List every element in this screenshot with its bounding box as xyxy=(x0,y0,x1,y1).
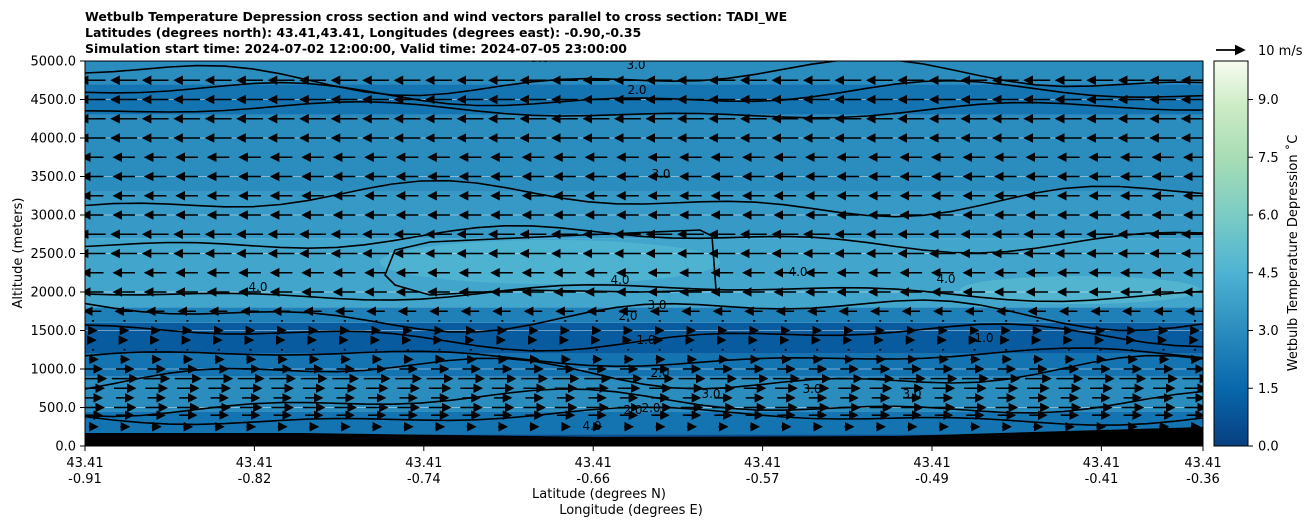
y-tick-label: 1500.0 xyxy=(31,324,77,339)
contour-label: 2.0 xyxy=(618,309,637,323)
wind-key: 10 m/s xyxy=(1216,44,1303,59)
contour-label: 4.0 xyxy=(610,273,629,287)
contour-label: 1.0 xyxy=(636,333,655,347)
y-tick-label: 500.0 xyxy=(39,401,76,416)
x-tick-label-lon: -0.57 xyxy=(746,472,780,487)
x-tick-label-lat: 43.41 xyxy=(405,456,442,471)
x-tick-label-lat: 43.41 xyxy=(913,456,950,471)
x-axis-label-lon: Longitude (degrees E) xyxy=(559,503,703,518)
fill-layer-8 xyxy=(85,114,1203,192)
contour-line-5 xyxy=(85,299,1203,333)
colorbar-gradient xyxy=(1213,60,1249,447)
x-tick-label-lon: -0.74 xyxy=(407,472,441,487)
contour-line-11 xyxy=(85,61,1203,97)
x-tick-label-lat: 43.41 xyxy=(66,456,103,471)
terrain-profile xyxy=(85,427,1203,446)
title-line-2: Latitudes (degrees north): 43.41,43.41, … xyxy=(85,25,642,40)
y-tick-label: 0.0 xyxy=(55,440,76,455)
contour-label: 3.0 xyxy=(626,58,645,72)
contour-line-1 xyxy=(85,388,1203,418)
contour-label: 3.0 xyxy=(647,298,666,312)
x-tick-label-lat: 43.41 xyxy=(744,456,781,471)
x-tick-label-lon: -0.49 xyxy=(915,472,949,487)
contour-label: 1.0 xyxy=(974,331,993,345)
colorbar-tick-label: 3.0 xyxy=(1258,324,1279,339)
y-tick-label: 1000.0 xyxy=(31,363,77,378)
x-tick-label-lat: 43.41 xyxy=(1083,456,1120,471)
colorbar-tick-label: 1.5 xyxy=(1258,382,1279,397)
x-tick-label-lon: -0.91 xyxy=(68,472,102,487)
contour-label: 3.0 xyxy=(530,51,549,65)
contour-label: 4.0 xyxy=(936,272,955,286)
x-tick-label-lon: -0.82 xyxy=(238,472,272,487)
contour-label: 3.0 xyxy=(802,382,821,396)
title-line-3: Simulation start time: 2024-07-02 12:00:… xyxy=(85,41,627,56)
x-tick-label-lat: 43.41 xyxy=(575,456,612,471)
y-tick-label: 4500.0 xyxy=(31,93,77,108)
y-tick-label: 2000.0 xyxy=(31,286,77,301)
contour-line-8 xyxy=(85,179,1203,218)
contour-label: 3.0 xyxy=(701,387,720,401)
x-axis-label-lat: Latitude (degrees N) xyxy=(532,487,666,502)
colorbar-tick-label: 9.0 xyxy=(1258,93,1279,108)
fill-layer-4 xyxy=(85,322,1203,354)
colorbar-tick-label: 6.0 xyxy=(1258,209,1279,224)
chart-title: Wetbulb Temperature Depression cross sec… xyxy=(85,9,787,57)
x-tick-label-lon: -0.36 xyxy=(1186,472,1220,487)
contour-label: 2.0 xyxy=(627,83,646,97)
x-tick-label-lon: -0.66 xyxy=(576,472,610,487)
y-tick-label: 3000.0 xyxy=(31,209,77,224)
x-tick-label-lat: 43.41 xyxy=(1184,456,1221,471)
y-tick-label: 5000.0 xyxy=(31,55,77,70)
y-tick-label: 3500.0 xyxy=(31,170,77,185)
colorbar-tick-label: 4.5 xyxy=(1258,266,1279,281)
colorbar-tick-label: 0.0 xyxy=(1258,440,1279,455)
title-line-1: Wetbulb Temperature Depression cross sec… xyxy=(85,9,788,24)
y-tick-label: 2500.0 xyxy=(31,247,77,262)
wind-key-label: 10 m/s xyxy=(1258,44,1303,59)
colorbar-label: Wetbulb Temperature Depression ˚C xyxy=(1285,135,1301,372)
x-tick-label-lat: 43.41 xyxy=(236,456,273,471)
colorbar-tick-label: 7.5 xyxy=(1258,151,1279,166)
colorbar: 0.0 1.5 3.0 4.5 6.0 7.5 9.0 Wetbulb Temperatur… xyxy=(1213,60,1301,455)
plot-area: 3.02.03.04.0 4.04.0 4.03.02.01.02.02.02.03… xyxy=(85,51,1203,446)
contour-label: 3.0 xyxy=(902,387,921,401)
contour-label: 4.0 xyxy=(788,265,807,279)
contour-label: 4.0 xyxy=(582,419,601,433)
y-axis-label: Altitude (meters) xyxy=(11,198,26,309)
contour-line-9 xyxy=(85,100,1203,119)
contour-line-4 xyxy=(85,323,1203,352)
contour-label: 2.0 xyxy=(650,366,669,380)
contour-label: 3.0 xyxy=(651,167,670,181)
contour-closed-4 xyxy=(384,229,717,296)
fill-layer-5 xyxy=(85,307,1203,323)
contour-line-3 xyxy=(85,347,1203,368)
contour-line-0 xyxy=(85,406,1203,426)
fill-blob-right xyxy=(960,276,1200,304)
contour-label: 2.0 xyxy=(641,401,660,415)
contour-label: 2.0 xyxy=(623,403,642,417)
x-tick-label-lon: -0.41 xyxy=(1085,472,1119,487)
contour-label: 4.0 xyxy=(248,280,267,294)
fill-blob-mid xyxy=(380,240,720,284)
y-tick-label: 4000.0 xyxy=(31,132,77,147)
contour-line-7 xyxy=(85,224,1203,254)
